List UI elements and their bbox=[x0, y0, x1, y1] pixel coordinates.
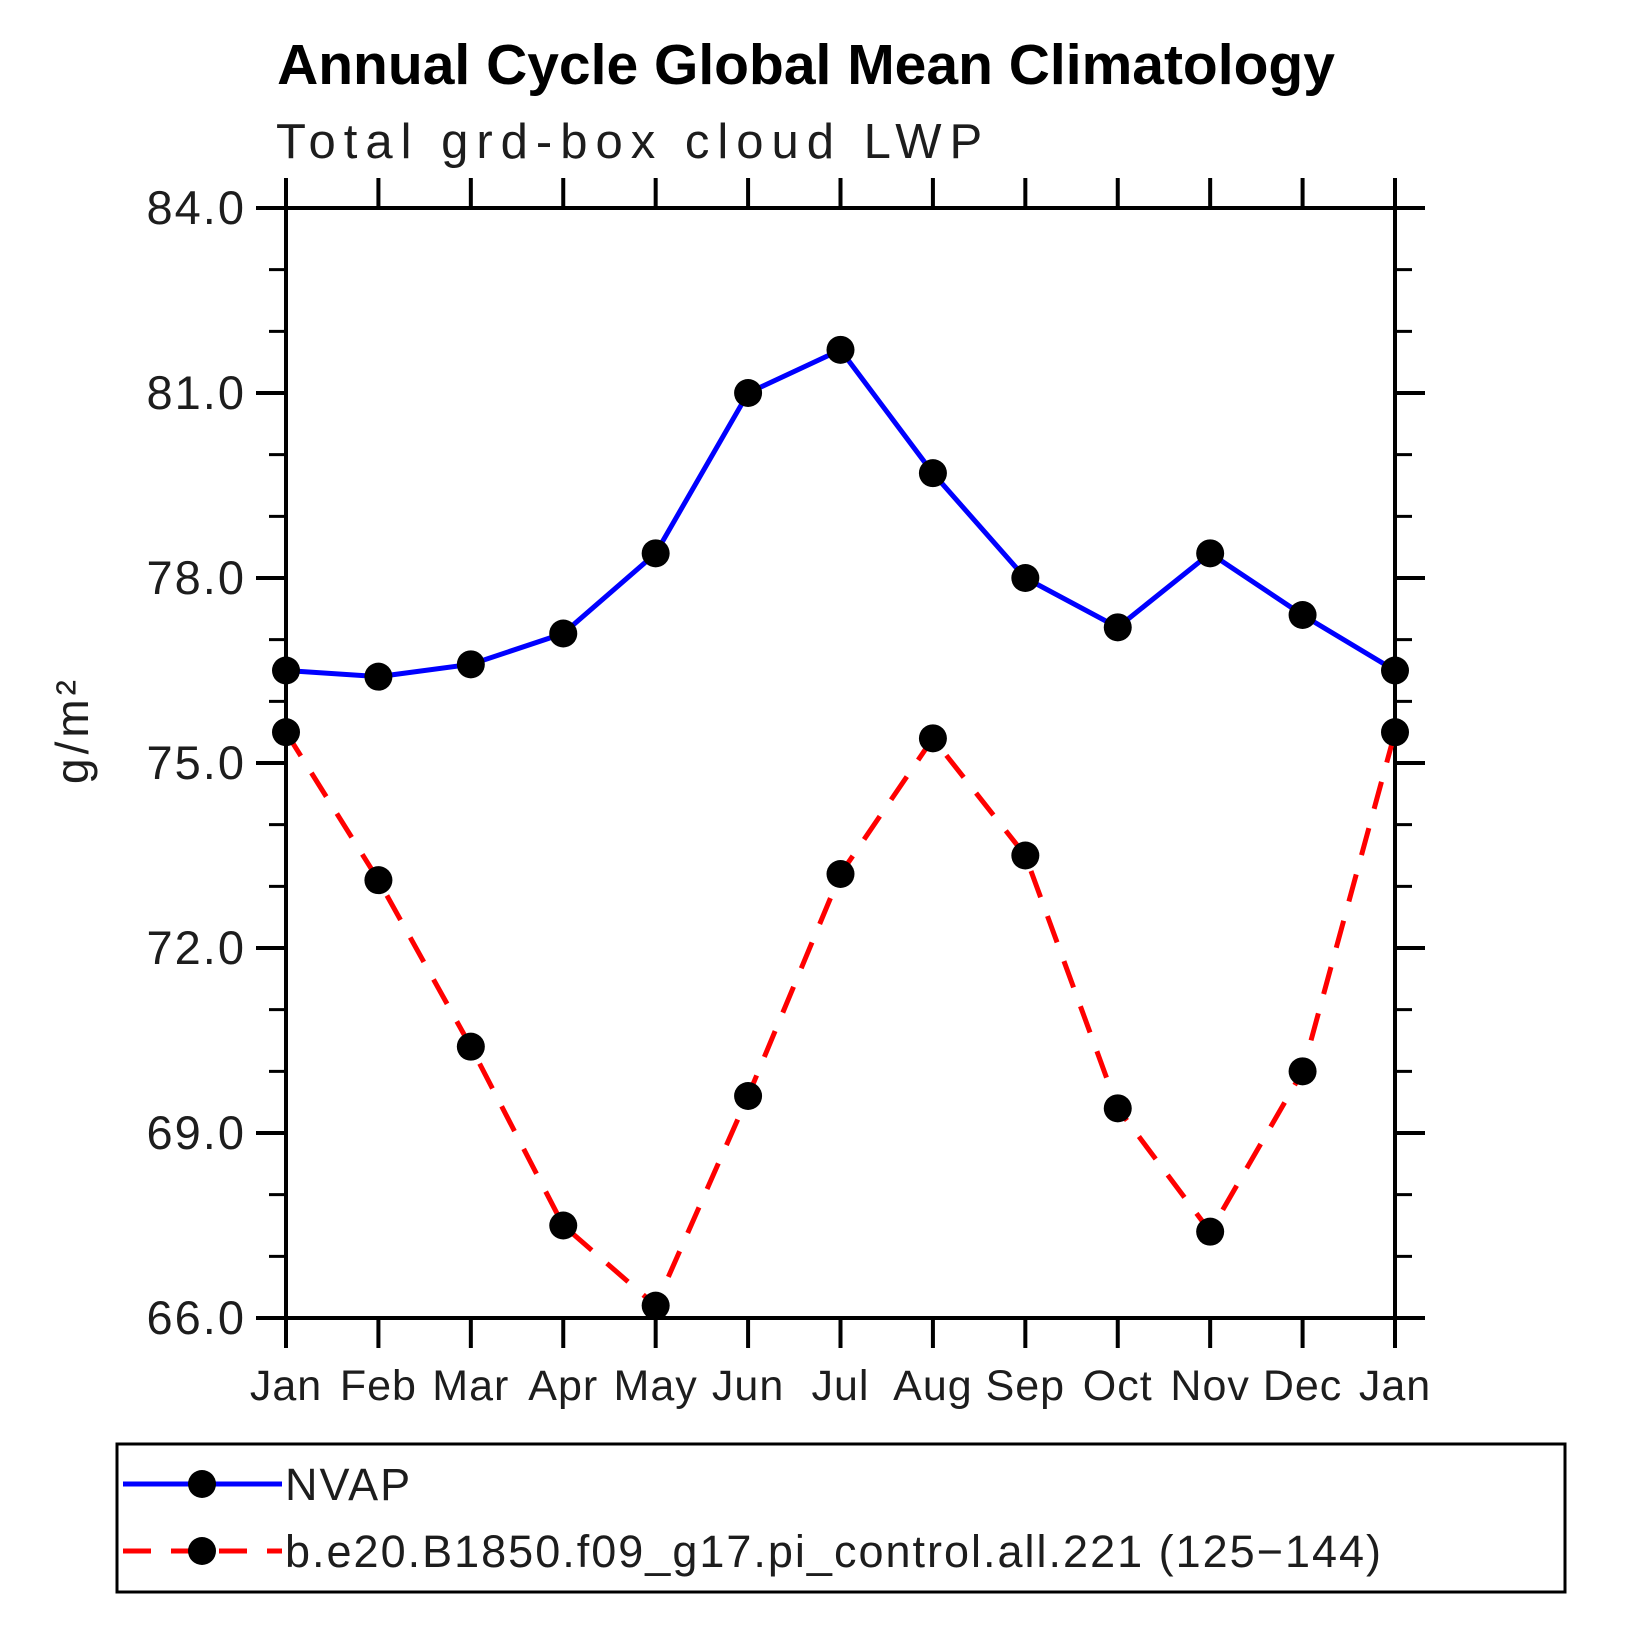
legend: NVAP b.e20.B1850.f09_g17.pi_control.all.… bbox=[115, 1442, 1567, 1594]
x-tick-label: Dec bbox=[1263, 1362, 1342, 1410]
x-tick-label: Feb bbox=[340, 1362, 417, 1410]
legend-marker-model-icon bbox=[188, 1537, 216, 1565]
y-tick-label: 66.0 bbox=[147, 1291, 246, 1344]
x-tick-label: Jan bbox=[250, 1362, 322, 1410]
x-tick-label: Mar bbox=[432, 1362, 509, 1410]
x-tick-label: May bbox=[614, 1362, 698, 1410]
series-lines bbox=[283, 346, 1398, 1310]
data-point bbox=[364, 662, 393, 691]
data-point bbox=[918, 724, 947, 753]
data-point bbox=[918, 459, 947, 488]
legend-label-nvap: NVAP bbox=[285, 1459, 412, 1510]
data-point bbox=[549, 1211, 578, 1240]
data-point bbox=[641, 1291, 670, 1320]
data-point bbox=[826, 860, 855, 888]
y-tick-label: 75.0 bbox=[147, 736, 246, 789]
data-point bbox=[1011, 841, 1040, 870]
data-point bbox=[1103, 1094, 1132, 1123]
data-point bbox=[456, 650, 485, 679]
data-point bbox=[1381, 718, 1409, 747]
data-point bbox=[364, 866, 393, 895]
axes bbox=[256, 178, 1425, 1348]
data-markers bbox=[272, 335, 1409, 1320]
series-line-1 bbox=[283, 730, 1398, 1310]
data-point bbox=[1196, 1217, 1225, 1246]
x-tick-label: Sep bbox=[986, 1362, 1066, 1410]
chart-title: Annual Cycle Global Mean Climatology bbox=[277, 33, 1335, 97]
data-point bbox=[1288, 1057, 1317, 1086]
data-point bbox=[826, 335, 855, 364]
series-line-0 bbox=[285, 346, 1397, 680]
y-tick-label: 78.0 bbox=[147, 551, 246, 604]
y-tick-label: 84.0 bbox=[147, 181, 246, 234]
data-point bbox=[1288, 601, 1317, 629]
legend-box bbox=[115, 1442, 1567, 1594]
data-point bbox=[272, 718, 300, 747]
plot-box bbox=[284, 206, 1397, 1320]
chart-subtitle: Total grd-box cloud LWP bbox=[276, 115, 990, 169]
data-point bbox=[456, 1032, 485, 1061]
data-point bbox=[1196, 539, 1225, 568]
legend-label-model: b.e20.B1850.f09_g17.pi_control.all.221 (… bbox=[285, 1526, 1383, 1577]
x-tick-label: Jun bbox=[712, 1362, 784, 1410]
x-tick-label: Nov bbox=[1170, 1362, 1249, 1410]
data-point bbox=[734, 379, 763, 407]
x-tick-label: Jul bbox=[812, 1362, 870, 1410]
legend-marker-nvap-icon bbox=[188, 1470, 216, 1498]
y-tick-label: 69.0 bbox=[147, 1106, 246, 1159]
data-point bbox=[1011, 564, 1040, 592]
x-tick-labels: Jan Feb Mar Apr May Jun Jul Aug Sep Oct Nov Dec Jan bbox=[250, 1362, 1431, 1410]
data-point bbox=[641, 539, 670, 568]
data-point bbox=[1103, 613, 1132, 642]
x-tick-label: Oct bbox=[1083, 1362, 1153, 1410]
y-tick-labels: 84.0 81.0 78.0 75.0 72.0 69.0 66.0 bbox=[147, 181, 246, 1344]
x-tick-label: Aug bbox=[893, 1362, 973, 1410]
data-point bbox=[272, 656, 300, 685]
x-tick-label: Apr bbox=[528, 1362, 598, 1410]
y-axis-label: g/m² bbox=[46, 676, 98, 784]
data-point bbox=[1381, 656, 1409, 685]
y-tick-label: 81.0 bbox=[147, 366, 246, 419]
data-point bbox=[549, 619, 578, 648]
y-tick-label: 72.0 bbox=[147, 921, 246, 974]
x-tick-label: Jan bbox=[1359, 1362, 1431, 1410]
data-point bbox=[734, 1082, 763, 1110]
